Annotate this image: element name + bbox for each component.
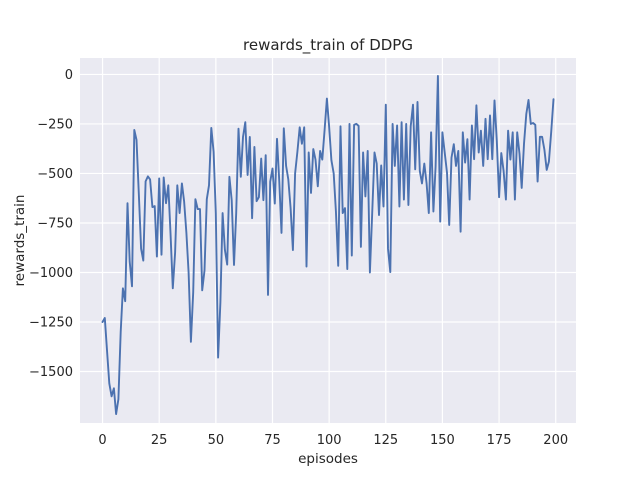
y-tick-labels: 0 −250 −500 −750 −1000 −1250 −1500 bbox=[29, 68, 73, 380]
x-tick-label: 150 bbox=[430, 433, 455, 448]
x-tick-label: 75 bbox=[264, 433, 281, 448]
reward-line bbox=[101, 75, 555, 416]
x-tick-labels: 0 25 50 75 100 125 150 175 200 bbox=[98, 433, 568, 448]
x-tick-label: 0 bbox=[98, 433, 106, 448]
x-tick-label: 100 bbox=[317, 433, 342, 448]
y-tick-label: 0 bbox=[65, 68, 73, 83]
y-tick-label: −1250 bbox=[29, 315, 73, 330]
chart-title: rewards_train of DDPG bbox=[243, 36, 413, 55]
x-tick-label: 200 bbox=[543, 433, 568, 448]
x-tick-label: 125 bbox=[373, 433, 398, 448]
x-tick-label: 175 bbox=[487, 433, 512, 448]
y-tick-label: −250 bbox=[37, 117, 73, 132]
y-tick-label: −1000 bbox=[29, 266, 73, 281]
x-tick-label: 25 bbox=[151, 433, 168, 448]
y-tick-label: −750 bbox=[37, 216, 73, 231]
y-tick-label: −500 bbox=[37, 167, 73, 182]
y-axis-label: rewards_train bbox=[12, 195, 28, 287]
x-tick-label: 50 bbox=[208, 433, 225, 448]
y-tick-label: −1500 bbox=[29, 365, 73, 380]
x-axis-label: episodes bbox=[298, 451, 358, 467]
